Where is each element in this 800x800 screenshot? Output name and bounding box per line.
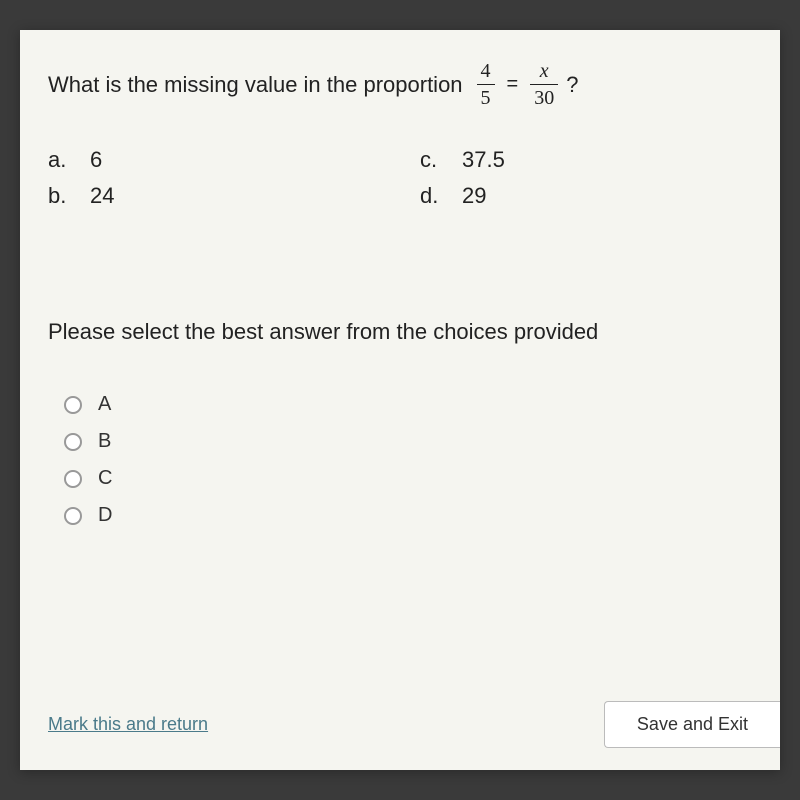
question-text: What is the missing value in the proport… [48,72,463,98]
save-and-exit-button[interactable]: Save and Exit [604,701,780,748]
radio-icon [64,507,82,525]
fraction-bar [477,84,495,85]
fraction-left: 4 5 [477,60,495,109]
radio-option-d[interactable]: D [64,504,752,527]
radio-icon [64,433,82,451]
question-mark: ? [566,72,578,98]
fraction-right: x 30 [530,60,558,109]
radio-option-c[interactable]: C [64,467,752,490]
answer-choices: a. 6 c. 37.5 b. 24 d. 29 [48,147,752,209]
radio-option-b[interactable]: B [64,430,752,453]
choice-d: d. 29 [420,183,752,209]
choice-b-letter: b. [48,183,72,209]
bottom-bar: Mark this and return Save and Exit [48,701,780,748]
mark-and-return-link[interactable]: Mark this and return [48,714,208,735]
fraction-left-denominator: 5 [477,87,495,109]
fraction-left-numerator: 4 [477,60,495,82]
choice-c-value: 37.5 [462,147,505,173]
choice-a-letter: a. [48,147,72,173]
instruction-text: Please select the best answer from the c… [48,319,752,345]
radio-label-c: C [98,467,112,490]
choice-a: a. 6 [48,147,380,173]
choice-a-value: 6 [90,147,102,173]
equals-sign: = [507,73,519,96]
fraction-right-denominator: 30 [530,87,558,109]
choice-c: c. 37.5 [420,147,752,173]
radio-label-b: B [98,430,111,453]
question-prompt: What is the missing value in the proport… [48,60,752,109]
radio-icon [64,396,82,414]
fraction-right-numerator: x [536,60,553,82]
quiz-panel: What is the missing value in the proport… [20,30,780,770]
choice-b: b. 24 [48,183,380,209]
radio-option-a[interactable]: A [64,393,752,416]
choice-c-letter: c. [420,147,444,173]
radio-label-a: A [98,393,111,416]
radio-icon [64,470,82,488]
choice-b-value: 24 [90,183,114,209]
radio-label-d: D [98,504,112,527]
radio-group: A B C D [64,393,752,527]
choice-d-value: 29 [462,183,486,209]
fraction-bar [530,84,558,85]
choice-d-letter: d. [420,183,444,209]
